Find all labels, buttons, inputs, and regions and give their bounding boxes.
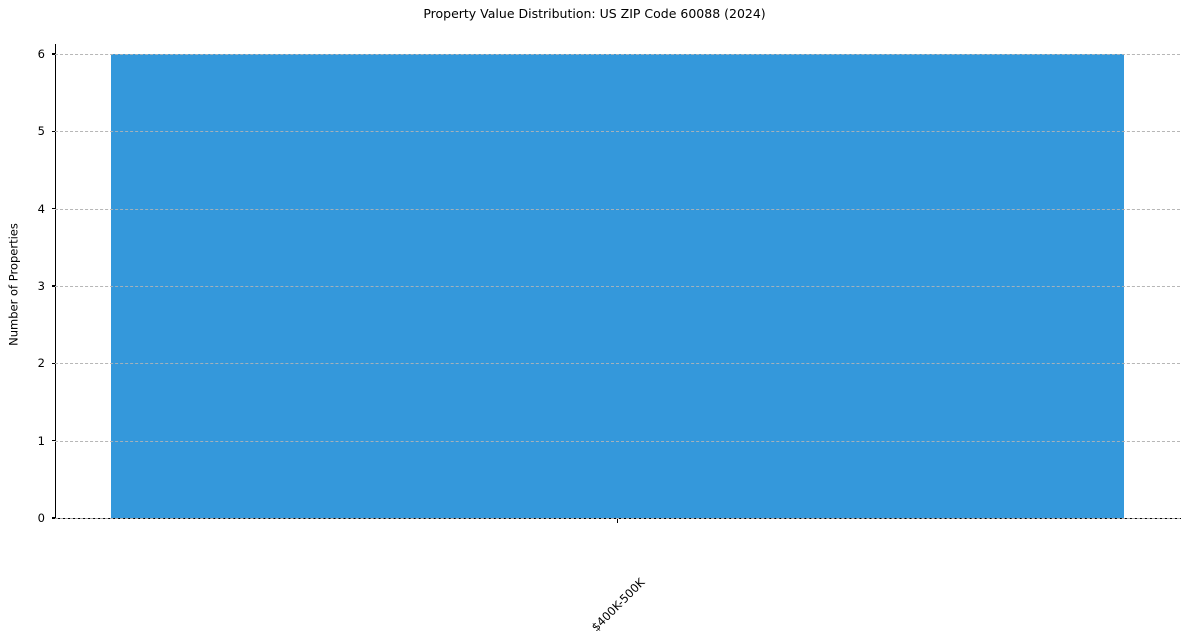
gridline <box>55 363 1180 365</box>
chart-title: Property Value Distribution: US ZIP Code… <box>423 6 766 21</box>
y-axis-tick-label: 4 <box>37 201 45 216</box>
y-axis-tick-mark <box>51 208 55 210</box>
y-axis-tick-label: 6 <box>37 47 45 61</box>
y-axis-spine <box>55 44 56 519</box>
y-axis-tick-label: 0 <box>37 511 45 525</box>
y-axis-tick-mark <box>51 362 55 364</box>
chart-figure: Property Value Distribution: US ZIP Code… <box>6 6 1181 634</box>
gridline <box>55 131 1180 133</box>
x-axis-tick-mark <box>616 519 619 523</box>
gridline <box>55 518 1180 519</box>
y-axis-tick-label: 1 <box>37 433 45 448</box>
y-axis-tick-mark <box>51 53 55 55</box>
y-axis-tick-mark <box>51 440 55 442</box>
y-axis-tick-label: 2 <box>37 356 45 371</box>
y-axis-tick-mark <box>51 285 55 287</box>
y-axis-tick-mark <box>51 130 55 132</box>
gridline <box>55 208 1180 210</box>
y-axis-tick-mark <box>51 517 55 519</box>
gridline <box>55 286 1180 287</box>
x-axis-tick-label-text: $400K-500K <box>588 575 647 634</box>
gridline <box>55 440 1180 442</box>
y-axis-tick-label: 5 <box>37 124 45 139</box>
x-axis-tick-label: $400K-500K <box>588 527 695 634</box>
gridline <box>55 54 1180 55</box>
y-axis-tick-label: 3 <box>37 279 45 293</box>
plot-area <box>55 54 1180 519</box>
